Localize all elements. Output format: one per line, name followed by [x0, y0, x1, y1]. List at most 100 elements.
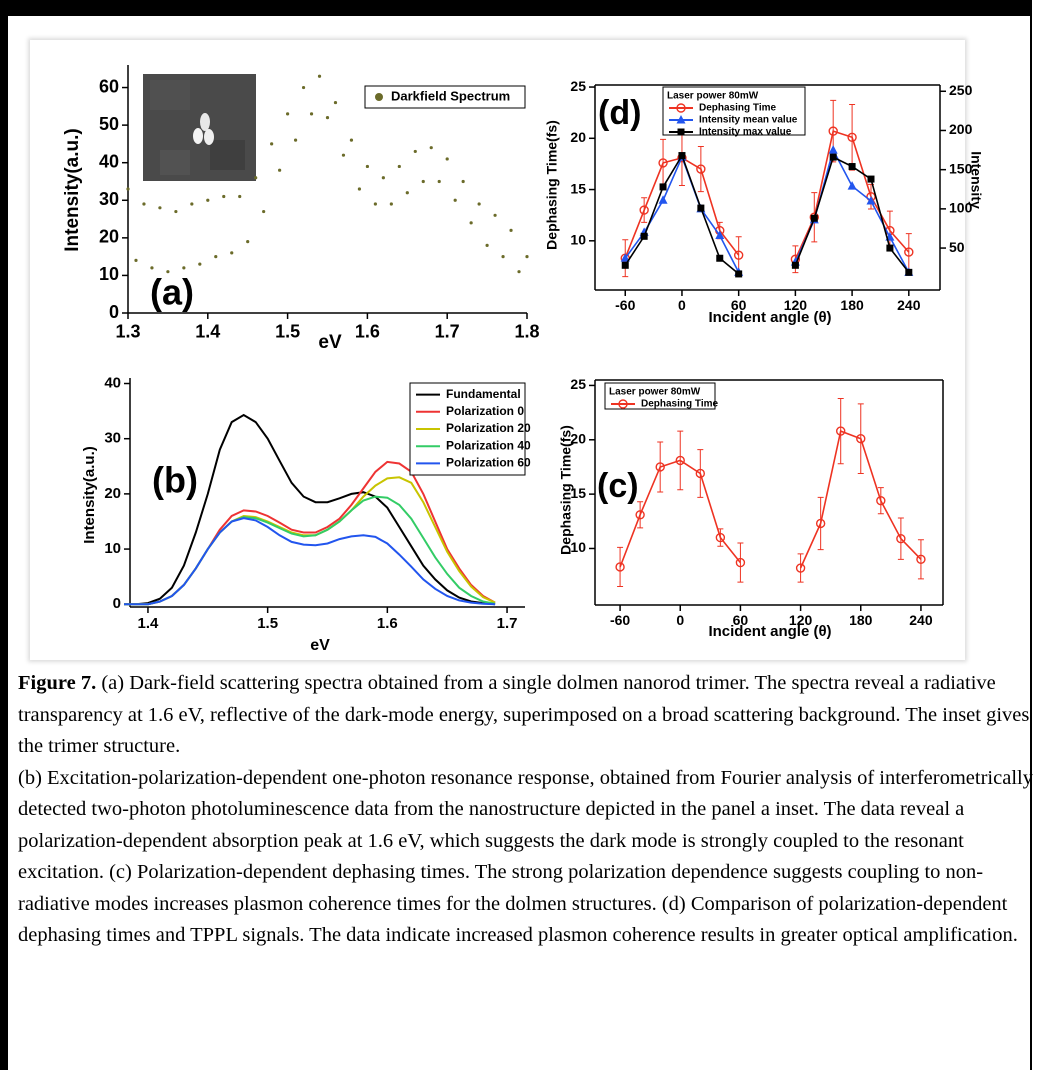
marker	[317, 74, 322, 78]
error-bar	[697, 146, 704, 193]
marker	[695, 468, 706, 479]
y2-tick-label: 100	[949, 200, 973, 216]
legend-label: Polarization 60	[446, 456, 531, 470]
legend-label: Polarization 40	[446, 438, 531, 452]
y-tick-label: 10	[104, 540, 121, 557]
y-axis-label: Dephasing Time(fs)	[544, 120, 560, 250]
error-bar	[797, 553, 804, 583]
marker	[230, 251, 234, 255]
panel-label: (c)	[597, 467, 639, 505]
marker	[675, 455, 685, 466]
marker	[659, 183, 667, 191]
legend-box	[662, 86, 806, 136]
y-tick-label: 15	[570, 180, 586, 196]
y-tick-label: 25	[570, 78, 586, 94]
x-tick-label: -60	[610, 612, 630, 628]
legend-title: Laser power 80mW	[609, 387, 701, 398]
x-axis-label: eV	[310, 637, 330, 654]
error-bar	[886, 210, 893, 251]
x-tick-label: 1.5	[257, 615, 278, 632]
marker	[206, 198, 210, 202]
marker	[735, 557, 746, 568]
x-axis-label: Incident angle (θ)	[708, 623, 831, 640]
marker	[357, 187, 362, 191]
marker	[848, 163, 856, 171]
legend-marker	[677, 128, 685, 136]
panel-label: (b)	[152, 460, 198, 501]
y-tick-label: 10	[99, 264, 119, 284]
marker	[182, 266, 186, 270]
marker	[286, 112, 290, 116]
marker	[509, 228, 513, 232]
legend-label: Dephasing Time	[641, 399, 718, 410]
marker	[214, 255, 218, 259]
x-tick-label: 1.7	[497, 615, 518, 632]
series-line	[624, 130, 910, 260]
marker	[381, 176, 385, 180]
x-tick-label: 120	[789, 612, 813, 628]
marker	[421, 179, 425, 184]
x-tick-label: 0	[676, 612, 684, 628]
marker	[517, 270, 521, 274]
y-tick-label: 40	[99, 151, 119, 171]
marker	[309, 112, 314, 116]
caption-text: (a) Dark-field scattering spectra obtain…	[18, 672, 1030, 757]
marker	[621, 261, 629, 269]
marker	[847, 132, 857, 142]
error-bar	[697, 449, 704, 498]
marker	[828, 126, 838, 136]
x-axis-label: eV	[318, 332, 342, 353]
y-tick-label: 60	[99, 76, 119, 96]
marker	[501, 255, 505, 259]
error-bar	[837, 397, 844, 465]
marker	[198, 262, 202, 266]
y-axis-label: Intensity(a.u.)	[62, 128, 83, 252]
y-tick-label: 30	[104, 430, 121, 447]
marker	[174, 209, 178, 214]
error-bar	[641, 197, 648, 223]
legend-marker	[375, 93, 383, 101]
marker	[158, 206, 162, 210]
y-tick-label: 50	[99, 114, 119, 134]
x-tick-label: 1.6	[377, 615, 398, 632]
series-line	[124, 413, 496, 606]
error-bar	[897, 517, 904, 560]
x-axis-label: Incident angle (θ)	[708, 309, 831, 326]
marker	[166, 270, 170, 274]
marker	[904, 247, 914, 257]
marker	[190, 202, 194, 206]
marker	[847, 181, 857, 190]
marker	[445, 157, 449, 161]
marker	[735, 270, 743, 278]
y-tick-label: 20	[570, 129, 586, 145]
marker	[815, 518, 826, 529]
caption: Figure 7. (a) Dark-field scattering spec…	[18, 668, 1034, 952]
marker	[389, 202, 393, 206]
x-tick-label: 60	[733, 612, 749, 628]
marker	[397, 164, 401, 169]
legend-title: Laser power 80mW	[667, 91, 759, 102]
x-tick-label: 60	[731, 297, 747, 313]
error-bar	[717, 528, 724, 547]
marker	[301, 85, 306, 90]
y-tick-label: 40	[104, 374, 121, 391]
marker	[134, 258, 138, 262]
x-tick-label: 240	[909, 612, 933, 628]
marker	[658, 158, 668, 168]
x-tick-label: 1.7	[435, 321, 460, 341]
y-tick-label: 30	[99, 189, 119, 209]
marker	[886, 244, 894, 252]
marker	[278, 168, 282, 172]
marker	[876, 495, 886, 506]
y2-tick-label: 250	[949, 82, 973, 98]
marker	[828, 145, 838, 154]
marker	[795, 563, 806, 573]
marker	[142, 202, 146, 206]
marker	[836, 426, 846, 436]
marker	[916, 554, 926, 565]
marker	[867, 175, 875, 183]
panel-label: (d)	[598, 94, 641, 132]
marker	[696, 164, 706, 174]
